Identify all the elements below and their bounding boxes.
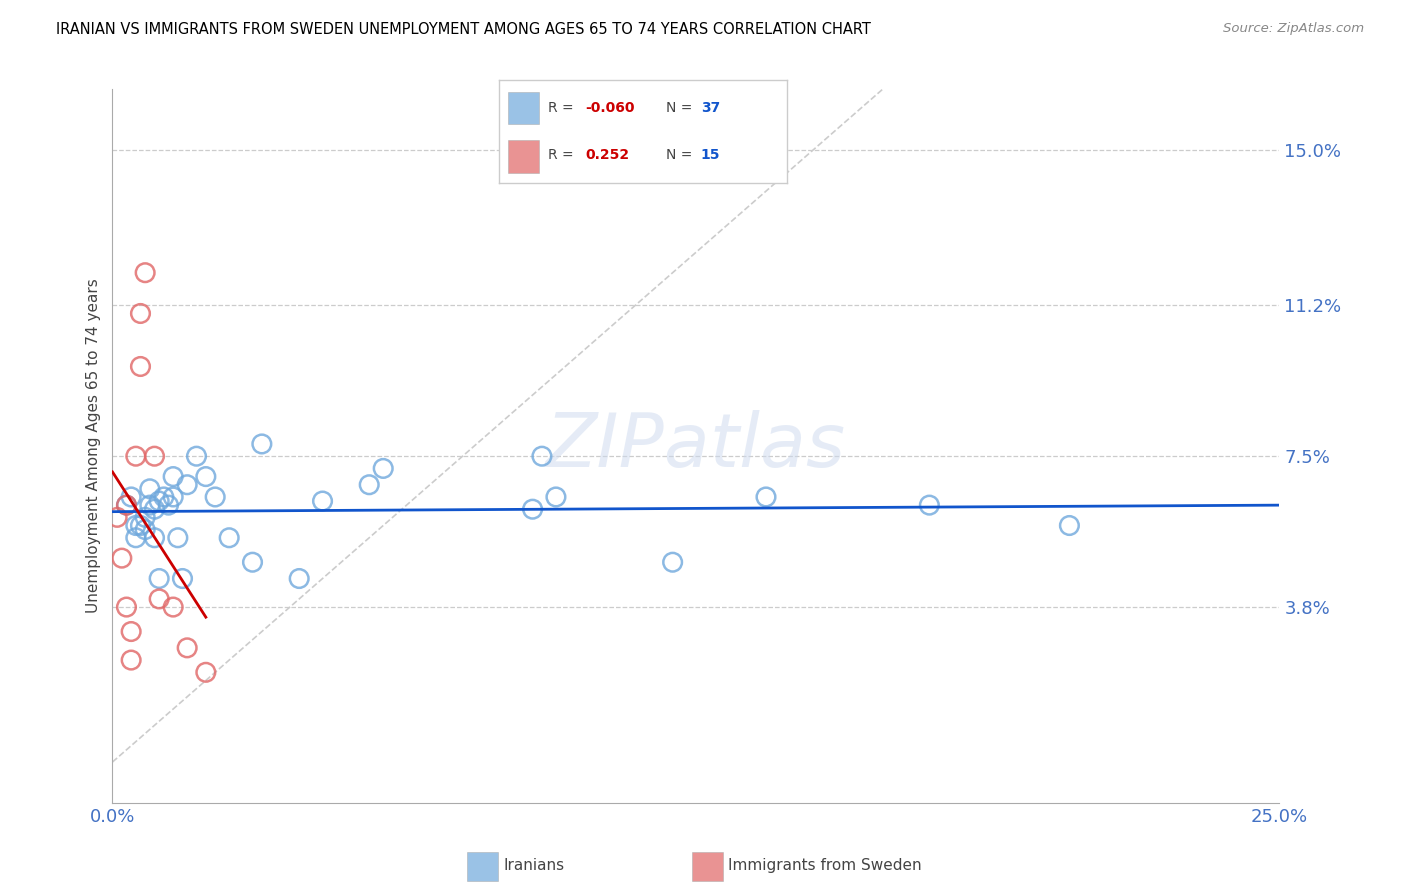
Point [125, 518, 148, 533]
Point [157, 498, 180, 512]
Text: R =: R = [548, 148, 578, 162]
Point [143, 449, 166, 463]
Point [194, 469, 217, 483]
Text: 37: 37 [700, 101, 720, 115]
Point [661, 555, 683, 569]
Text: Iranians: Iranians [503, 858, 564, 872]
Point [288, 572, 311, 586]
Point [148, 494, 170, 508]
Text: N =: N = [666, 148, 697, 162]
Point [194, 665, 217, 680]
Point [111, 551, 134, 566]
Point [115, 498, 138, 512]
Point [172, 572, 194, 586]
Point [311, 494, 333, 508]
Point [129, 518, 152, 533]
Text: R =: R = [548, 101, 578, 115]
FancyBboxPatch shape [467, 852, 498, 881]
Point [125, 531, 148, 545]
Point [134, 510, 156, 524]
Point [115, 600, 138, 615]
Text: Immigrants from Sweden: Immigrants from Sweden [728, 858, 922, 872]
Y-axis label: Unemployment Among Ages 65 to 74 years: Unemployment Among Ages 65 to 74 years [86, 278, 101, 614]
Point [250, 437, 273, 451]
FancyBboxPatch shape [508, 92, 540, 124]
Point [186, 449, 208, 463]
Point [148, 572, 170, 586]
Text: Source: ZipAtlas.com: Source: ZipAtlas.com [1223, 22, 1364, 36]
Point [176, 640, 198, 655]
Point [166, 531, 188, 545]
Point [134, 523, 156, 537]
Point [139, 482, 162, 496]
Point [120, 624, 142, 639]
Point [120, 490, 142, 504]
FancyBboxPatch shape [508, 140, 540, 173]
Point [176, 477, 198, 491]
Point [162, 469, 184, 483]
Point [162, 490, 184, 504]
Text: N =: N = [666, 101, 697, 115]
Text: -0.060: -0.060 [585, 101, 636, 115]
Point [143, 502, 166, 516]
FancyBboxPatch shape [692, 852, 723, 881]
Point [153, 490, 176, 504]
Point [359, 477, 381, 491]
Point [242, 555, 264, 569]
Point [204, 490, 226, 504]
Point [1059, 518, 1081, 533]
Point [139, 498, 162, 512]
Point [134, 266, 156, 280]
Point [129, 359, 152, 374]
Text: 0.252: 0.252 [585, 148, 630, 162]
Point [544, 490, 567, 504]
Text: 15: 15 [700, 148, 720, 162]
Point [530, 449, 553, 463]
Point [148, 591, 170, 606]
Point [373, 461, 395, 475]
Point [918, 498, 941, 512]
Point [162, 600, 184, 615]
Point [129, 306, 152, 320]
Point [125, 449, 148, 463]
Point [522, 502, 544, 516]
Text: ZIPatlas: ZIPatlas [546, 410, 846, 482]
Point [120, 653, 142, 667]
Point [218, 531, 240, 545]
Point [755, 490, 778, 504]
Point [143, 531, 166, 545]
Point [105, 510, 128, 524]
Text: IRANIAN VS IMMIGRANTS FROM SWEDEN UNEMPLOYMENT AMONG AGES 65 TO 74 YEARS CORRELA: IRANIAN VS IMMIGRANTS FROM SWEDEN UNEMPL… [56, 22, 872, 37]
Point [115, 498, 138, 512]
